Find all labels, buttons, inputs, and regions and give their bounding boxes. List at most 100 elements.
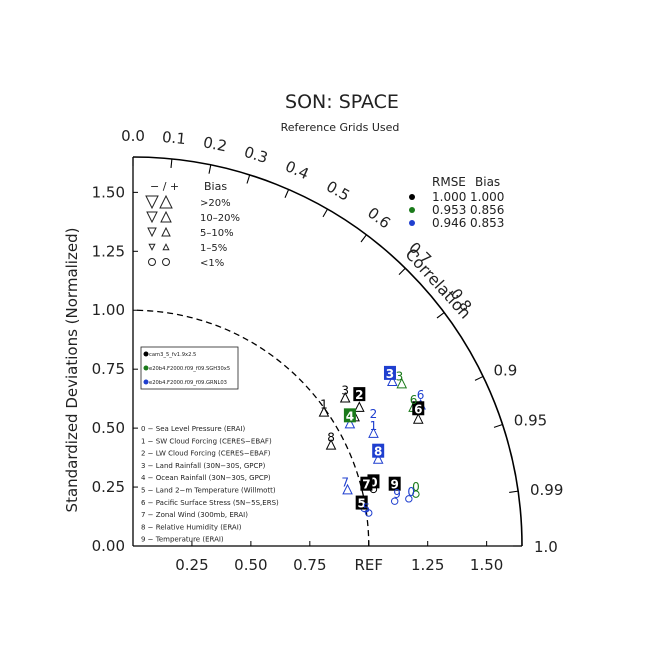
bias-circle-marker (390, 497, 399, 505)
axes-layer (132, 156, 523, 547)
case-point-label: 6 (414, 402, 422, 416)
rmse-row-marker-icon (409, 207, 415, 213)
case-point-box (372, 443, 385, 458)
case-legend-marker-icon (143, 365, 149, 371)
bias-legend-down-triangle-icon (145, 195, 159, 210)
correlation-tick-mark (360, 234, 367, 243)
correlation-tick-label: 0.4 (282, 157, 311, 183)
case-point-label: 3 (341, 383, 349, 397)
legend-layer: − / + Bias>20%10–20%5–10%1–5%<1%RMSE Bias1… (140, 175, 504, 544)
bias-legend-up-triangle-icon (161, 226, 171, 237)
case-legend-marker-icon (143, 351, 149, 357)
bias-triangle-marker (412, 413, 424, 424)
bias-legend-bias-header: Bias (204, 180, 227, 193)
bias-legend-sign-header: − / + (150, 180, 179, 193)
case-point-label: 0 (412, 480, 420, 494)
case-point-box (353, 387, 366, 402)
bias-triangle-marker (318, 405, 330, 417)
case-point-box (412, 401, 425, 416)
variable-legend-item: 1 − SW Cloud Forcing (CERES−EBAF) (141, 437, 272, 445)
rmse-value: 0.946 (432, 216, 466, 230)
x-tick-label: 0.50 (234, 556, 267, 574)
correlation-tick-label: 0.5 (323, 177, 353, 205)
case-point-label: 3 (396, 369, 404, 383)
case-legend-label: cam3_5_fv1.9x2.5 (149, 352, 196, 358)
correlation-tick-label: 0.1 (161, 128, 187, 148)
y-tick-label: 1.00 (92, 301, 125, 319)
case-point-label: 4 (346, 409, 354, 423)
correlation-tick-mark (493, 424, 503, 428)
correlation-axis-label: Correlation (401, 244, 474, 322)
correlation-tick-mark (170, 158, 173, 168)
correlation-tick-label: 1.0 (534, 538, 558, 556)
bias-legend-row-label: >20% (200, 198, 231, 209)
bias-legend-down-triangle-icon (147, 227, 157, 238)
y-tick-label: 0.75 (92, 360, 125, 378)
x-tick-label: 0.75 (293, 556, 326, 574)
bias-legend-down-triangle-icon (148, 243, 156, 251)
bias-legend-up-triangle-icon (160, 210, 172, 223)
case-point-label: 8 (327, 431, 335, 445)
variable-legend-item: 4 − Ocean Rainfall (30N−30S, GPCP) (141, 474, 271, 482)
correlation-tick-mark (246, 174, 251, 184)
correlation-tick-label: 0.2 (202, 133, 229, 155)
case-point-label: 6 (410, 393, 418, 407)
case-legend-box (140, 346, 239, 390)
points-layer: 01234567890463123567890 (318, 365, 426, 517)
bias-legend-row-label: 5–10% (200, 228, 234, 239)
correlation-tick-mark (509, 490, 519, 493)
case-point-label: 5 (358, 497, 366, 511)
correlation-tick-mark (398, 267, 406, 276)
rmse-value: 0.953 (432, 203, 466, 217)
bias-value: 0.853 (470, 216, 504, 230)
correlation-tick-mark (322, 208, 328, 218)
bias-legend-up-triangle-icon (162, 243, 170, 251)
bias-triangle-marker (387, 375, 398, 386)
correlation-tick-label: 0.6 (364, 204, 394, 233)
variable-legend-item: 0 − Sea Level Pressure (ERAI) (141, 425, 245, 433)
bias-triangle-marker (342, 483, 353, 495)
case-point-box (383, 365, 396, 380)
bias-triangle-marker (344, 417, 356, 429)
bias-circle-marker (412, 490, 420, 498)
variable-legend-item: 7 − Zonal Wind (300mb, ERAI) (141, 511, 248, 519)
case-point-box (388, 476, 401, 491)
bias-triangle-marker (372, 453, 384, 464)
case-legend-label: e20b4.F2000.f09_f09.GRNL03 (149, 380, 227, 386)
rmse-header: RMSE (432, 175, 466, 189)
y-axis-label: Standardized Deviations (Normalized) (63, 228, 81, 513)
variable-legend-item: 2 − LW Cloud Forcing (CERES−EBAF) (141, 450, 271, 458)
bias-legend-down-triangle-icon (146, 211, 158, 224)
bias-triangle-marker (368, 427, 379, 438)
case-point-label: 7 (341, 475, 349, 489)
rmse-row-marker-icon (409, 220, 415, 226)
bias-legend-circle-icon (148, 258, 156, 266)
correlation-tick-mark (474, 375, 484, 381)
bias-legend-circle-icon (162, 258, 170, 266)
bias-circle-marker (365, 509, 373, 517)
x-tick-label: REF (354, 556, 383, 574)
case-point-label: 1 (320, 398, 328, 412)
correlation-tick-label: 0.3 (242, 143, 270, 167)
rmse-value: 1.000 (432, 190, 466, 204)
y-tick-label: 1.25 (92, 242, 125, 260)
case-point-box (355, 495, 368, 510)
case-legend-marker-icon (143, 379, 149, 385)
bias-triangle-marker (354, 401, 365, 412)
correlation-tick-mark (284, 189, 290, 198)
case-point-label: 0 (407, 485, 415, 499)
y-tick-label: 0.00 (92, 537, 125, 555)
rmse-row-marker-icon (409, 194, 415, 200)
correlation-tick-label: 0.95 (514, 412, 547, 430)
case-point-label: 8 (374, 445, 382, 459)
case-legend-label: e20b4.F2000.f09_f09.SGH30x5 (149, 366, 230, 372)
outer-arc (132, 156, 523, 547)
case-point-box (343, 408, 356, 423)
bias-legend-up-triangle-icon (159, 194, 173, 209)
bias-legend-row-label: 1–5% (200, 243, 227, 254)
x-tick-label: 1.50 (470, 556, 503, 574)
correlation-tick-mark (436, 312, 445, 319)
case-point-label: 0 (369, 475, 377, 489)
bias-legend-row-label: 10–20% (200, 213, 240, 224)
